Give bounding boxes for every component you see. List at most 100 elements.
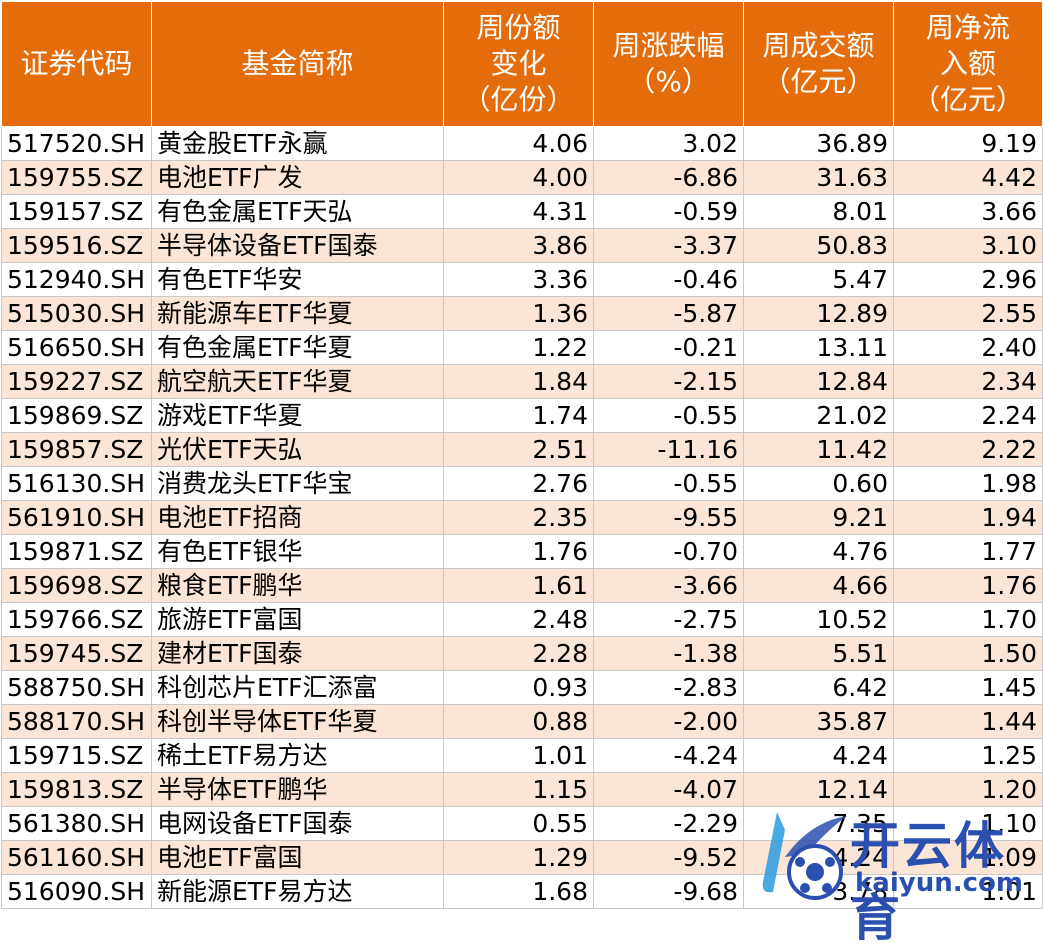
table-row: 515030.SH 新能源车ETF华夏 1.36 -5.87 12.89 2.55 (1, 296, 1043, 331)
cell-weekly-turnover: 35.87 (743, 704, 894, 739)
cell-share-change: 1.84 (443, 364, 594, 399)
cell-weekly-turnover: 11.42 (743, 432, 894, 467)
cell-code: 561380.SH (1, 806, 152, 841)
cell-fund-name: 粮食ETF鹏华 (151, 568, 444, 603)
cell-weekly-turnover: 12.84 (743, 364, 894, 399)
cell-net-inflow: 1.09 (893, 840, 1043, 875)
cell-fund-name: 半导体ETF鹏华 (151, 772, 444, 807)
cell-code: 159766.SZ (1, 602, 152, 637)
table-row: 159766.SZ 旅游ETF富国 2.48 -2.75 10.52 1.70 (1, 602, 1043, 637)
header-line: 证券代码 (20, 47, 133, 80)
table-row: 159869.SZ 游戏ETF华夏 1.74 -0.55 21.02 2.24 (1, 398, 1043, 433)
table-row: 159745.SZ 建材ETF国泰 2.28 -1.38 5.51 1.50 (1, 636, 1043, 671)
cell-fund-name: 新能源车ETF华夏 (151, 296, 444, 331)
cell-code: 159755.SZ (1, 160, 152, 195)
cell-net-inflow: 2.22 (893, 432, 1043, 467)
cell-share-change: 1.74 (443, 398, 594, 433)
cell-code: 561160.SH (1, 840, 152, 875)
cell-weekly-turnover: 4.24 (743, 738, 894, 773)
cell-weekly-turnover: 12.14 (743, 772, 894, 807)
cell-fund-name: 消费龙头ETF华宝 (151, 466, 444, 501)
cell-share-change: 1.15 (443, 772, 594, 807)
cell-weekly-return: -0.59 (593, 194, 744, 229)
cell-weekly-turnover: 31.63 (743, 160, 894, 195)
cell-weekly-turnover: 7.35 (743, 806, 894, 841)
header-line: （亿元） (762, 65, 875, 98)
cell-code: 159715.SZ (1, 738, 152, 773)
cell-weekly-return: -1.38 (593, 636, 744, 671)
table-row: 159871.SZ 有色ETF银华 1.76 -0.70 4.76 1.77 (1, 534, 1043, 569)
cell-share-change: 3.36 (443, 262, 594, 297)
cell-weekly-return: -0.21 (593, 330, 744, 365)
cell-net-inflow: 1.20 (893, 772, 1043, 807)
table-row: 159857.SZ 光伏ETF天弘 2.51 -11.16 11.42 2.22 (1, 432, 1043, 467)
cell-share-change: 1.22 (443, 330, 594, 365)
cell-code: 517520.SH (1, 126, 152, 161)
cell-share-change: 1.29 (443, 840, 594, 875)
cell-share-change: 2.28 (443, 636, 594, 671)
cell-share-change: 1.68 (443, 874, 594, 909)
cell-fund-name: 电池ETF富国 (151, 840, 444, 875)
header-net-inflow: 周净流 入额 （亿元） (893, 1, 1043, 127)
table-row: 561910.SH 电池ETF招商 2.35 -9.55 9.21 1.94 (1, 500, 1043, 535)
cell-code: 159869.SZ (1, 398, 152, 433)
table-row: 588170.SH 科创半导体ETF华夏 0.88 -2.00 35.87 1.44 (1, 704, 1043, 739)
cell-weekly-turnover: 3.78 (743, 874, 894, 909)
cell-net-inflow: 1.10 (893, 806, 1043, 841)
table-row: 516130.SH 消费龙头ETF华宝 2.76 -0.55 0.60 1.98 (1, 466, 1043, 501)
cell-code: 159813.SZ (1, 772, 152, 807)
cell-fund-name: 游戏ETF华夏 (151, 398, 444, 433)
header-line: 基金简称 (241, 47, 354, 80)
table-row: 159755.SZ 电池ETF广发 4.00 -6.86 31.63 4.42 (1, 160, 1043, 195)
cell-code: 516130.SH (1, 466, 152, 501)
cell-weekly-turnover: 0.60 (743, 466, 894, 501)
cell-weekly-return: -0.55 (593, 466, 744, 501)
cell-weekly-return: -5.87 (593, 296, 744, 331)
cell-code: 516090.SH (1, 874, 152, 909)
cell-share-change: 0.55 (443, 806, 594, 841)
cell-weekly-return: -4.07 (593, 772, 744, 807)
cell-share-change: 4.06 (443, 126, 594, 161)
cell-weekly-turnover: 13.11 (743, 330, 894, 365)
cell-fund-name: 新能源ETF易方达 (151, 874, 444, 909)
cell-share-change: 1.76 (443, 534, 594, 569)
cell-weekly-turnover: 4.24 (743, 840, 894, 875)
cell-weekly-return: 3.02 (593, 126, 744, 161)
table-row: 159516.SZ 半导体设备ETF国泰 3.86 -3.37 50.83 3.10 (1, 228, 1043, 263)
cell-share-change: 4.00 (443, 160, 594, 195)
cell-fund-name: 航空航天ETF华夏 (151, 364, 444, 399)
cell-weekly-turnover: 6.42 (743, 670, 894, 705)
cell-share-change: 4.31 (443, 194, 594, 229)
table-row: 516090.SH 新能源ETF易方达 1.68 -9.68 3.78 1.01 (1, 874, 1043, 909)
cell-net-inflow: 1.98 (893, 466, 1043, 501)
cell-net-inflow: 1.77 (893, 534, 1043, 569)
cell-net-inflow: 1.50 (893, 636, 1043, 671)
cell-weekly-return: -11.16 (593, 432, 744, 467)
cell-share-change: 0.88 (443, 704, 594, 739)
cell-code: 588170.SH (1, 704, 152, 739)
cell-fund-name: 光伏ETF天弘 (151, 432, 444, 467)
cell-weekly-turnover: 12.89 (743, 296, 894, 331)
header-weekly-return: 周涨跌幅 （%） (593, 1, 744, 127)
header-line: 周涨跌幅 (612, 29, 725, 62)
header-line: （亿份） (462, 83, 575, 116)
table-row: 516650.SH 有色金属ETF华夏 1.22 -0.21 13.11 2.40 (1, 330, 1043, 365)
cell-share-change: 1.01 (443, 738, 594, 773)
cell-weekly-turnover: 5.51 (743, 636, 894, 671)
cell-weekly-turnover: 50.83 (743, 228, 894, 263)
cell-weekly-turnover: 10.52 (743, 602, 894, 637)
cell-fund-name: 有色金属ETF天弘 (151, 194, 444, 229)
etf-flow-table: 证券代码 基金简称 周份额 变化 （亿份） 周涨跌幅 （%） 周成交额 （亿元） 周净流… (1, 1, 1043, 909)
cell-weekly-turnover: 9.21 (743, 500, 894, 535)
header-line: 变化 (490, 47, 547, 80)
cell-fund-name: 有色ETF华安 (151, 262, 444, 297)
cell-code: 159516.SZ (1, 228, 152, 263)
cell-code: 159745.SZ (1, 636, 152, 671)
cell-fund-name: 科创芯片ETF汇添富 (151, 670, 444, 705)
header-line: 周净流 (925, 11, 1010, 44)
cell-net-inflow: 2.34 (893, 364, 1043, 399)
cell-weekly-turnover: 36.89 (743, 126, 894, 161)
cell-share-change: 2.48 (443, 602, 594, 637)
table-row: 159227.SZ 航空航天ETF华夏 1.84 -2.15 12.84 2.34 (1, 364, 1043, 399)
header-code: 证券代码 (1, 1, 152, 127)
